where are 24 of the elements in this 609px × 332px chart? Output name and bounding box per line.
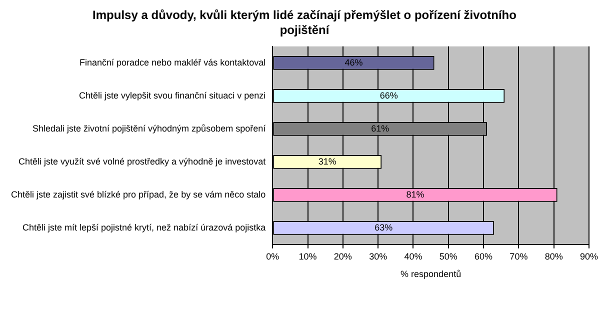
y-tick-label: Chtěli jste mít lepší pojistné krytí, než nabízí úrazová pojistka [22,222,266,232]
x-tick-label: 30% [369,251,388,262]
x-tick-label: 0% [266,251,280,262]
x-tick-label: 50% [439,251,458,262]
data-label: 81% [406,189,424,200]
y-tick-label: Shledali jste životní pojištění výhodným způsobem spoření [32,123,266,134]
data-label: 63% [374,222,393,232]
data-label: 31% [318,156,336,166]
y-tick-label: Chtěli jste vylepšit svou finanční situaci v penzi [79,90,266,100]
y-tick-label: Chtěli jste využít své volné prostředky a výhodně je investovat [18,156,266,166]
chart-title: Impulsy a důvody, kvůli kterým lidé začínají přemýšlet o pořízení životního pojištění [92,8,518,38]
data-label: 61% [371,123,390,134]
x-tick-label: 60% [474,251,493,262]
y-tick-label: Chtěli jste zajistit své blízké pro případ, že by se vám něco stalo [10,189,266,200]
x-tick-label: 40% [404,251,422,262]
x-tick-label: 20% [334,251,352,262]
data-label: 46% [344,57,363,68]
x-tick-label: 70% [510,251,528,262]
x-tick-label: 90% [580,251,598,262]
x-tick-label: 10% [298,251,317,262]
y-tick-label: Finanční poradce nebo makléř vás kontaktoval [80,57,266,68]
data-label: 66% [380,90,398,100]
x-axis-title: % respondentů [400,269,462,280]
x-tick-label: 80% [544,251,563,262]
